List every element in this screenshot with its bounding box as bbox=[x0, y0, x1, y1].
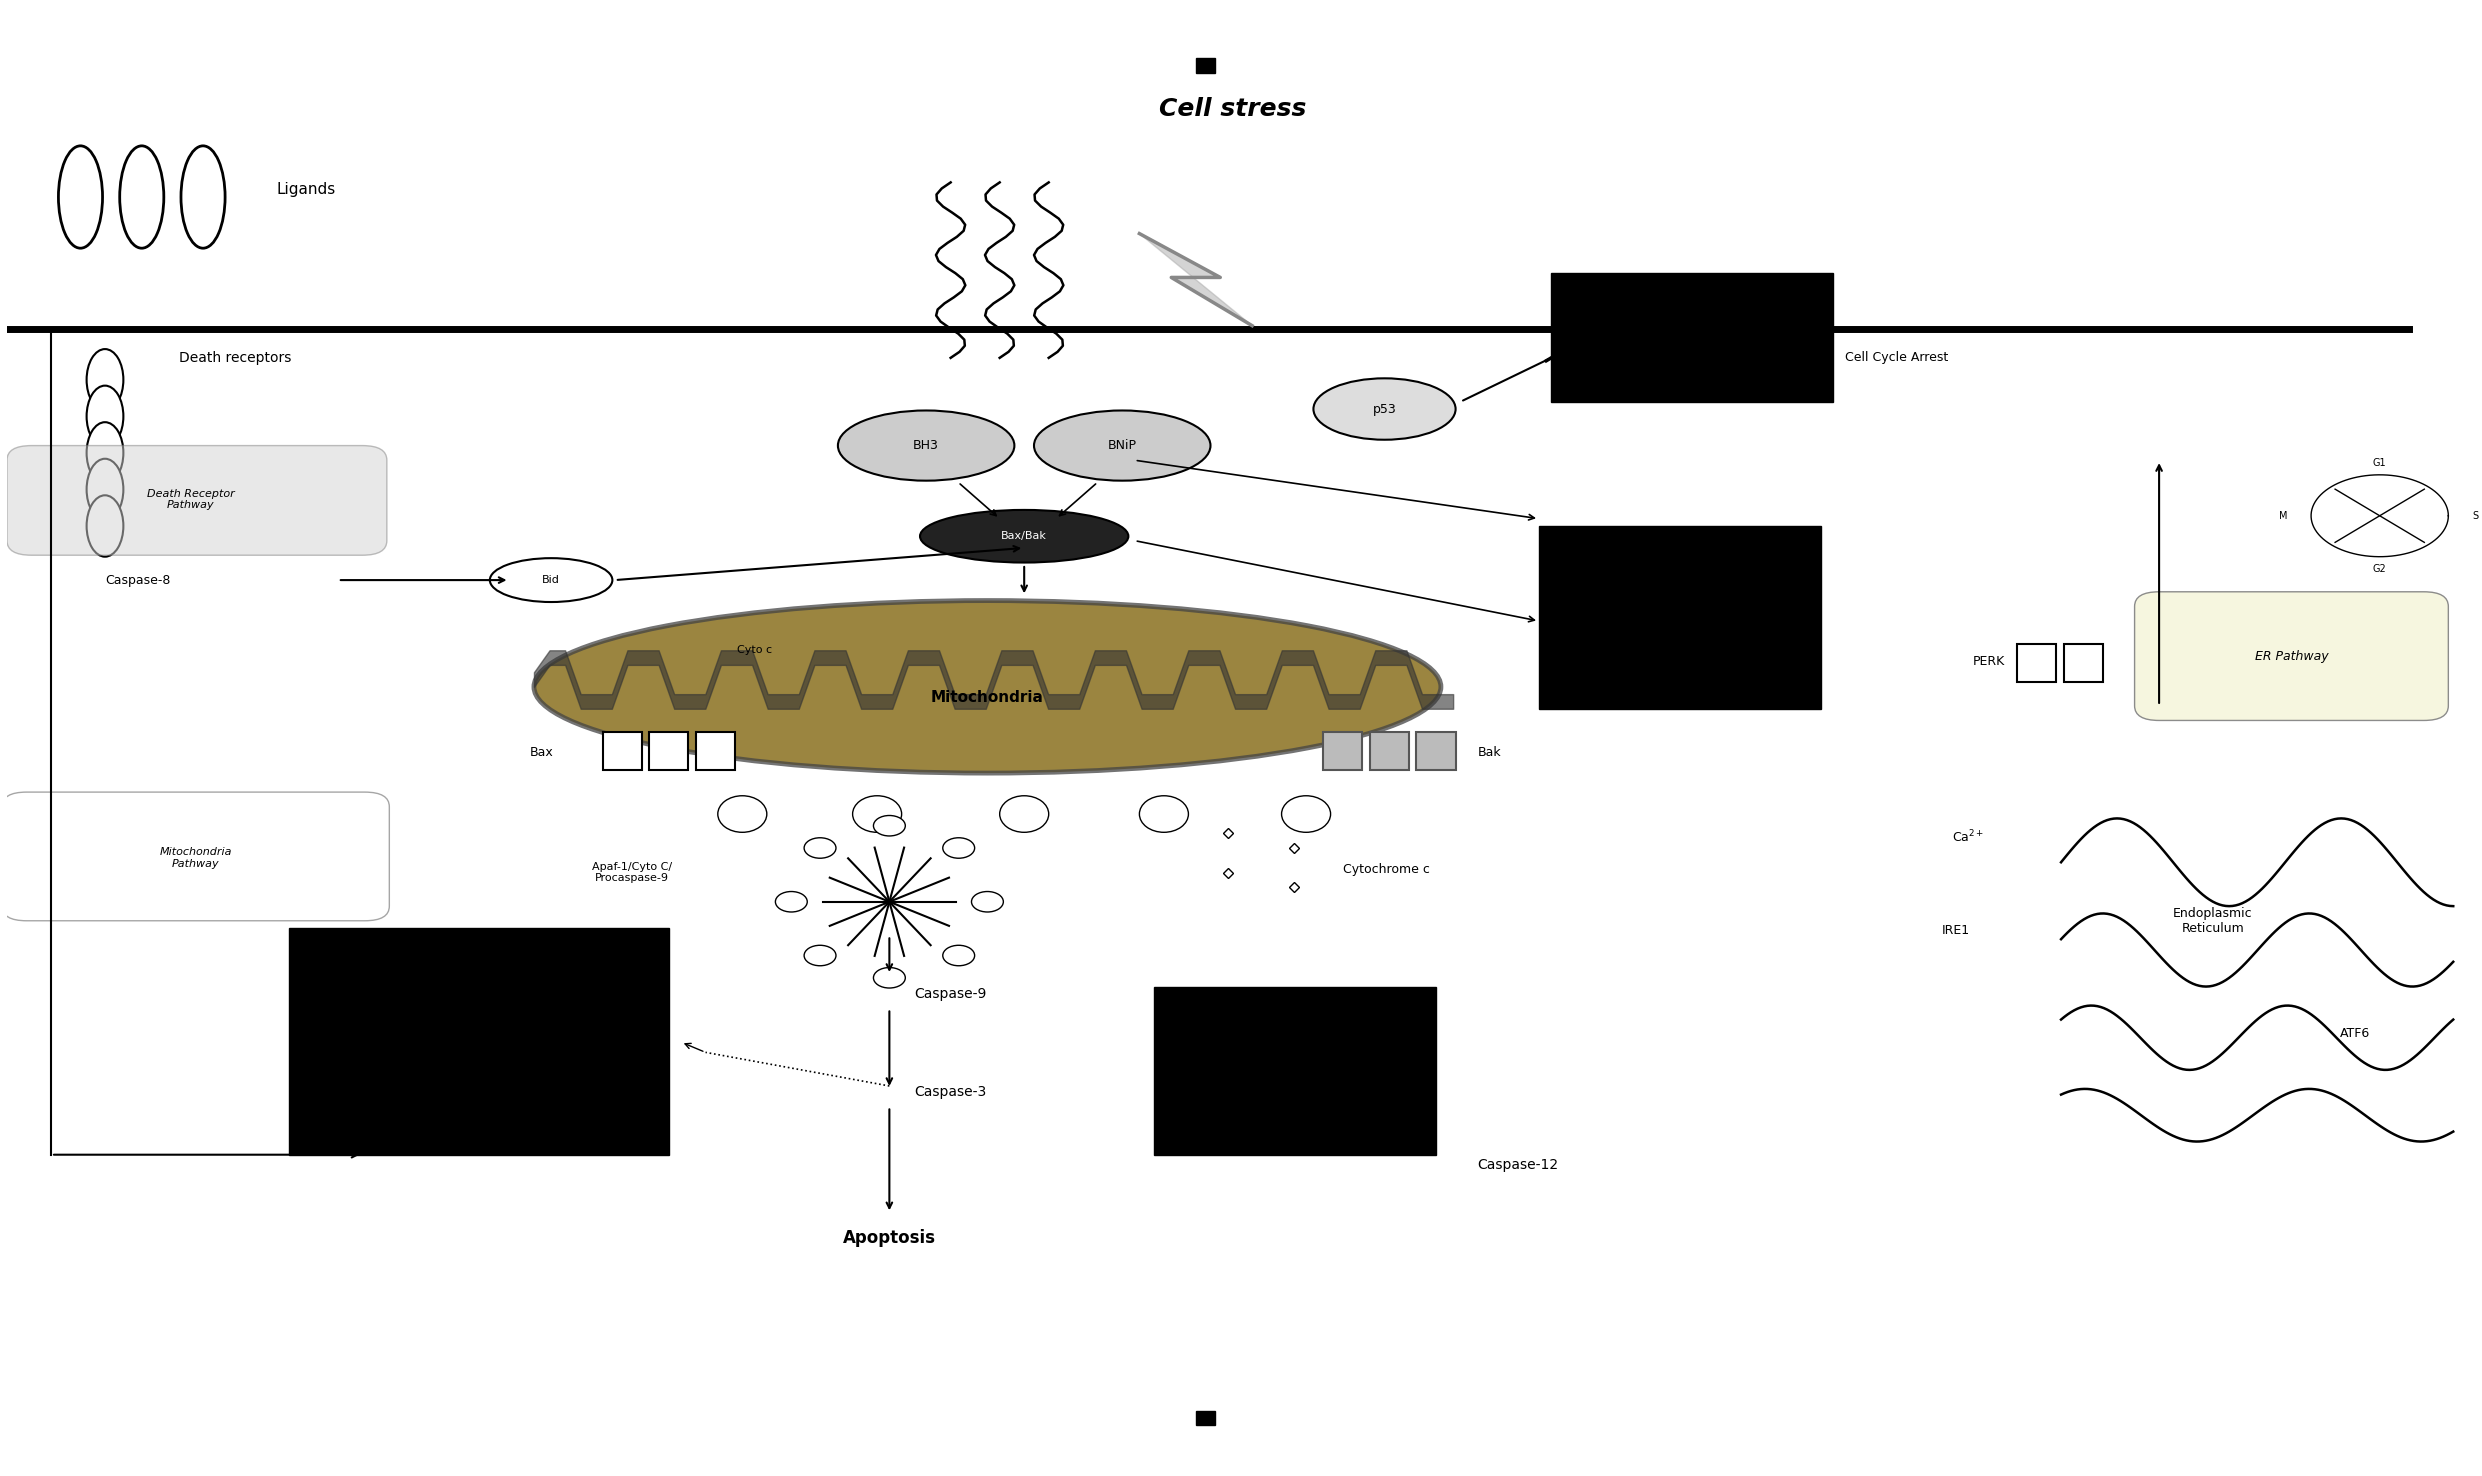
Bar bbox=[1551, 273, 1834, 401]
Text: Bak: Bak bbox=[1477, 747, 1502, 759]
Ellipse shape bbox=[181, 146, 226, 248]
Ellipse shape bbox=[1139, 796, 1189, 832]
Bar bbox=[1196, 58, 1216, 72]
Bar bbox=[603, 732, 643, 770]
Ellipse shape bbox=[970, 892, 1003, 912]
Bar bbox=[1370, 732, 1410, 770]
Ellipse shape bbox=[874, 816, 906, 835]
Ellipse shape bbox=[87, 422, 124, 484]
Text: G1: G1 bbox=[2373, 458, 2388, 468]
Text: Ca$^{2+}$: Ca$^{2+}$ bbox=[1951, 830, 1983, 846]
Ellipse shape bbox=[87, 496, 124, 556]
Text: Cyto c: Cyto c bbox=[737, 645, 772, 655]
Text: ATF6: ATF6 bbox=[2341, 1027, 2370, 1041]
Ellipse shape bbox=[60, 146, 102, 248]
Text: Caspase-3: Caspase-3 bbox=[913, 1085, 985, 1098]
Ellipse shape bbox=[119, 146, 164, 248]
Text: BNiP: BNiP bbox=[1107, 438, 1137, 452]
Ellipse shape bbox=[874, 968, 906, 987]
Ellipse shape bbox=[943, 838, 975, 858]
Text: Apoptosis: Apoptosis bbox=[844, 1230, 936, 1247]
Text: Endoplasmic
Reticulum: Endoplasmic Reticulum bbox=[2174, 906, 2254, 934]
Ellipse shape bbox=[87, 350, 124, 410]
Text: Bax: Bax bbox=[529, 747, 553, 759]
Text: Apaf-1/Cyto C/
Procaspase-9: Apaf-1/Cyto C/ Procaspase-9 bbox=[591, 862, 673, 883]
Ellipse shape bbox=[943, 945, 975, 965]
Ellipse shape bbox=[774, 892, 807, 912]
Text: Ligands: Ligands bbox=[276, 182, 335, 198]
Ellipse shape bbox=[804, 945, 836, 965]
Bar bbox=[2018, 645, 2055, 682]
Ellipse shape bbox=[534, 601, 1442, 773]
Text: Bax/Bak: Bax/Bak bbox=[1000, 531, 1047, 542]
Text: Bid: Bid bbox=[541, 576, 561, 584]
Text: M: M bbox=[2278, 511, 2288, 521]
Bar bbox=[1417, 732, 1454, 770]
Ellipse shape bbox=[839, 410, 1015, 481]
FancyBboxPatch shape bbox=[2, 793, 390, 921]
Ellipse shape bbox=[87, 459, 124, 520]
Ellipse shape bbox=[87, 385, 124, 447]
Text: PERK: PERK bbox=[1973, 655, 2005, 669]
Ellipse shape bbox=[921, 509, 1129, 562]
Ellipse shape bbox=[1035, 410, 1211, 481]
Bar bbox=[695, 732, 735, 770]
FancyBboxPatch shape bbox=[2135, 592, 2447, 720]
Bar bbox=[1196, 1411, 1216, 1426]
Text: Caspase-9: Caspase-9 bbox=[913, 987, 985, 1001]
Text: Cell stress: Cell stress bbox=[1159, 97, 1306, 121]
Bar bbox=[650, 732, 688, 770]
Text: Cytochrome c: Cytochrome c bbox=[1343, 863, 1430, 877]
Text: p53: p53 bbox=[1373, 403, 1397, 416]
Text: Caspase-12: Caspase-12 bbox=[1477, 1159, 1559, 1172]
Text: Death receptors: Death receptors bbox=[179, 351, 290, 365]
Text: Caspase-8: Caspase-8 bbox=[104, 574, 171, 586]
Bar bbox=[1323, 732, 1363, 770]
Ellipse shape bbox=[854, 796, 901, 832]
FancyBboxPatch shape bbox=[7, 446, 387, 555]
Text: G2: G2 bbox=[2373, 564, 2388, 574]
Text: Death Receptor
Pathway: Death Receptor Pathway bbox=[146, 489, 236, 511]
Ellipse shape bbox=[717, 796, 767, 832]
Text: ER Pathway: ER Pathway bbox=[2254, 649, 2328, 663]
Bar bbox=[1539, 525, 1822, 708]
Text: Cell Cycle Arrest: Cell Cycle Arrest bbox=[1844, 351, 1948, 365]
Text: IRE1: IRE1 bbox=[1941, 924, 1971, 937]
Ellipse shape bbox=[1313, 378, 1454, 440]
Ellipse shape bbox=[489, 558, 613, 602]
Bar bbox=[1154, 986, 1437, 1154]
Polygon shape bbox=[1139, 233, 1251, 326]
Text: S: S bbox=[2472, 511, 2480, 521]
Text: BH3: BH3 bbox=[913, 438, 938, 452]
Text: Mitochondria
Pathway: Mitochondria Pathway bbox=[159, 847, 231, 869]
Ellipse shape bbox=[1000, 796, 1050, 832]
Ellipse shape bbox=[804, 838, 836, 858]
Text: Mitochondria: Mitochondria bbox=[931, 689, 1045, 704]
Bar bbox=[2063, 645, 2102, 682]
Bar bbox=[288, 928, 668, 1154]
Ellipse shape bbox=[1281, 796, 1330, 832]
